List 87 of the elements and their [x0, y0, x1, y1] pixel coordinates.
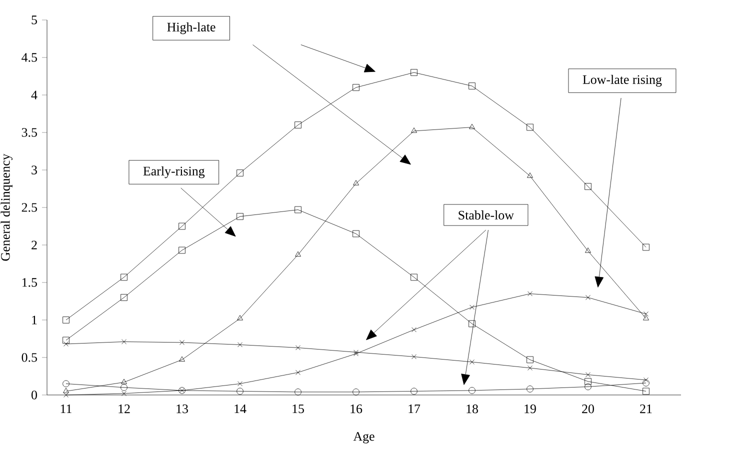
x-tick-label: 18: [466, 404, 478, 414]
point: [586, 295, 590, 300]
point: [236, 388, 244, 395]
y-tick-label: 2.5: [22, 203, 37, 212]
x-tick-label: 13: [176, 404, 188, 414]
point: [468, 387, 476, 394]
point: [296, 345, 300, 350]
y-axis-title: General delinquency: [0, 154, 12, 261]
point: [526, 356, 534, 364]
point: [527, 172, 533, 178]
x-tick-label: 21: [640, 404, 652, 414]
point: [62, 316, 70, 324]
y-tick-label: 2: [32, 240, 37, 250]
point: [236, 213, 244, 220]
point: [352, 230, 360, 238]
x-tick-label: 15: [292, 404, 304, 414]
x-tick-label: 19: [524, 404, 536, 414]
point: [642, 244, 650, 251]
point: [62, 336, 70, 344]
x-tick-label: 16: [350, 404, 362, 414]
y-tick-label: 4.5: [22, 53, 37, 62]
point: [469, 124, 475, 130]
point: [586, 372, 590, 378]
point: [352, 388, 360, 396]
y-tick-label: 0.5: [22, 353, 37, 362]
x-tick-label: 20: [582, 404, 594, 414]
x-tick-label: 12: [118, 404, 130, 414]
y-tick-label: 5: [32, 16, 37, 24]
point: [470, 304, 474, 310]
point: [122, 339, 126, 344]
point: [294, 206, 302, 214]
point: [584, 378, 592, 385]
point: [180, 340, 184, 345]
y-tick-label: 3: [32, 166, 37, 174]
point: [644, 312, 648, 316]
point: [238, 381, 242, 386]
point: [410, 388, 418, 395]
point: [122, 391, 126, 396]
point: [120, 294, 128, 301]
point: [584, 383, 592, 390]
point: [295, 251, 301, 257]
point: [178, 222, 186, 230]
y-tick-label: 0: [32, 390, 38, 400]
x-tick-label: 11: [60, 404, 72, 414]
point: [352, 84, 360, 91]
point: [526, 124, 534, 131]
point: [585, 248, 591, 253]
x-tick-label: 17: [408, 404, 420, 414]
point: [64, 342, 68, 346]
point: [528, 291, 532, 296]
y-tick-label: 1.5: [22, 278, 37, 287]
y-tick-label: 1: [32, 316, 37, 324]
point: [410, 69, 418, 76]
annotation: Low-late rising: [582, 74, 662, 87]
y-tick-label: 3.5: [22, 128, 37, 137]
point: [296, 370, 300, 375]
point: [63, 388, 69, 394]
point: [528, 366, 532, 370]
point: [179, 356, 185, 362]
point: [410, 274, 418, 281]
point: [238, 342, 242, 348]
annotation: Early-rising: [143, 166, 205, 178]
point: [294, 122, 302, 128]
point: [237, 315, 243, 320]
point: [412, 327, 416, 332]
point: [412, 354, 416, 360]
point: [64, 392, 68, 398]
point: [121, 378, 127, 384]
point: [62, 380, 70, 388]
point: [120, 274, 128, 281]
x-axis-title: Age: [353, 432, 374, 444]
x-tick-label: 14: [234, 404, 246, 414]
point: [468, 82, 476, 90]
y-tick-label: 4: [31, 90, 38, 100]
annotation: High-late: [167, 22, 216, 34]
point: [642, 388, 650, 395]
point: [294, 388, 302, 396]
point: [236, 170, 244, 176]
point: [120, 384, 128, 391]
point: [353, 180, 359, 186]
point: [470, 360, 474, 364]
point: [526, 386, 534, 392]
annotation: Stable-low: [458, 210, 514, 220]
point: [468, 320, 476, 328]
point: [178, 246, 186, 254]
point: [584, 183, 592, 190]
point: [411, 128, 417, 133]
